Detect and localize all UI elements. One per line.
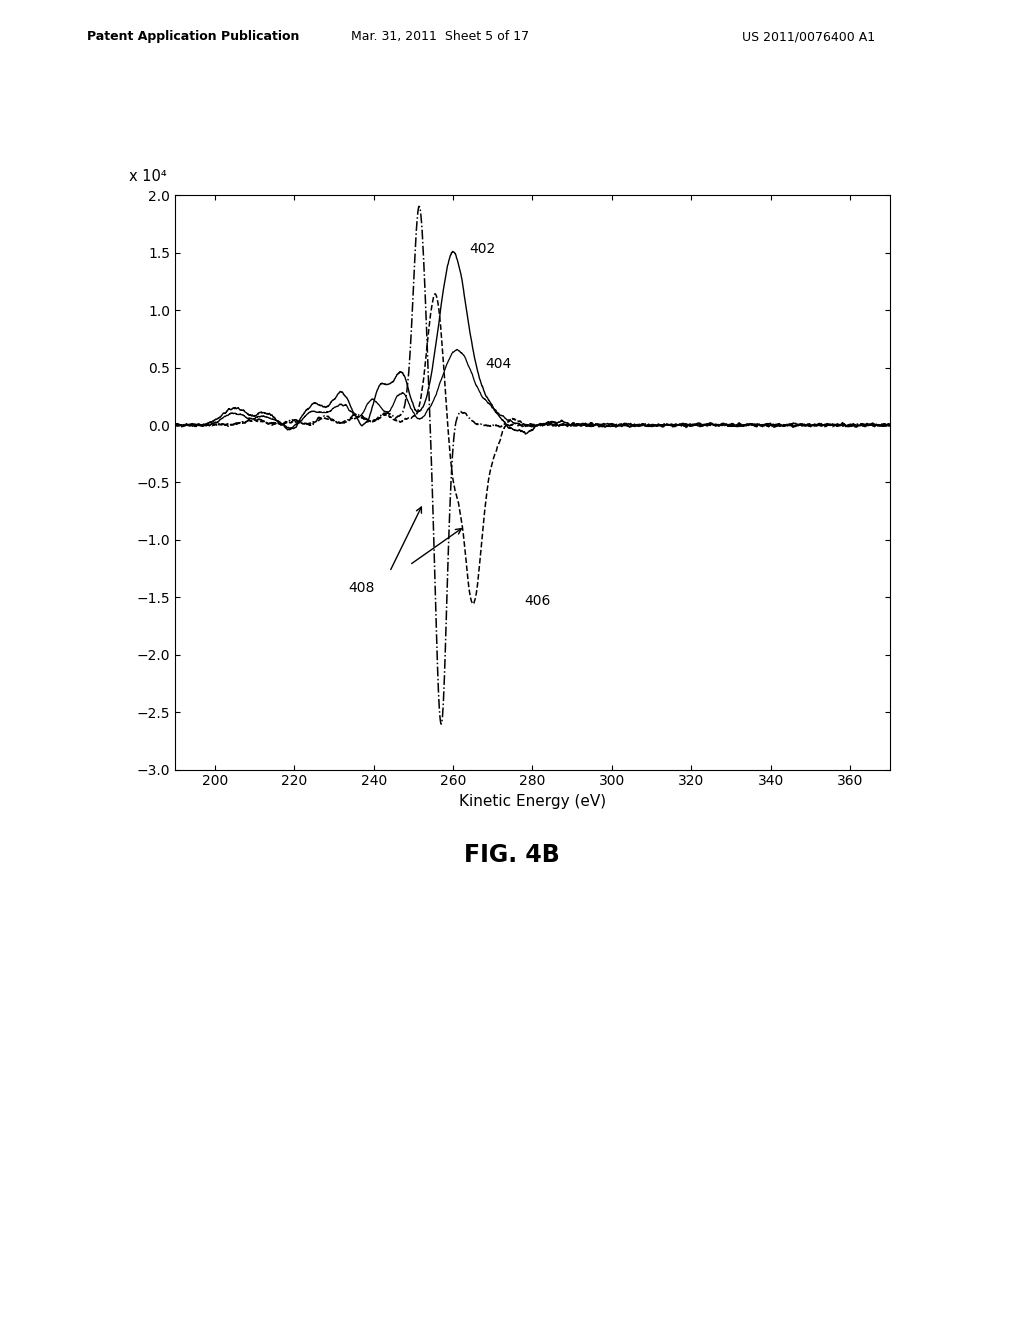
X-axis label: Kinetic Energy (eV): Kinetic Energy (eV) bbox=[459, 793, 606, 809]
Text: US 2011/0076400 A1: US 2011/0076400 A1 bbox=[742, 30, 876, 44]
Text: Patent Application Publication: Patent Application Publication bbox=[87, 30, 299, 44]
Text: 404: 404 bbox=[484, 356, 511, 371]
Text: Mar. 31, 2011  Sheet 5 of 17: Mar. 31, 2011 Sheet 5 of 17 bbox=[351, 30, 529, 44]
Text: 406: 406 bbox=[524, 594, 551, 609]
Text: 408: 408 bbox=[348, 581, 375, 595]
Text: FIG. 4B: FIG. 4B bbox=[464, 843, 560, 867]
Text: 402: 402 bbox=[469, 242, 496, 256]
Text: x 10⁴: x 10⁴ bbox=[129, 169, 166, 183]
